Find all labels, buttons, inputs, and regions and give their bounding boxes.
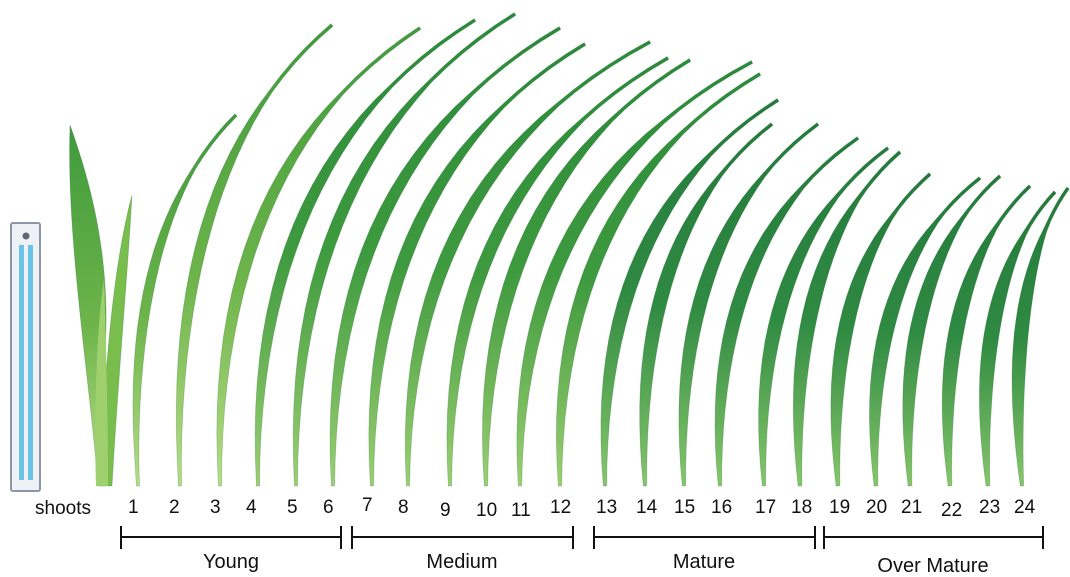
shoot-leaf-24 <box>1011 186 1070 487</box>
group-bracket-mature <box>593 526 816 549</box>
shoot-number-2: 2 <box>169 497 180 518</box>
group-bracket-young <box>120 526 342 549</box>
shoot-leaf-11 <box>516 60 754 487</box>
shoot-leaf-4 <box>254 18 477 487</box>
shoot-leaf-8 <box>404 40 652 487</box>
shoot-number-11: 11 <box>511 500 531 521</box>
shoot-number-23: 23 <box>979 497 1000 518</box>
group-bracket-medium <box>351 526 574 549</box>
shoot-number-1: 1 <box>128 497 139 518</box>
group-label-over-mature: Over Mature <box>877 555 988 577</box>
shoot-leaf-7 <box>368 42 587 487</box>
shoot-number-4: 4 <box>246 497 257 518</box>
shoot-leaf-16 <box>714 136 860 487</box>
shoot-number-5: 5 <box>287 497 298 518</box>
shoot-leaf-1 <box>132 113 238 487</box>
shoot-leaf-13 <box>600 98 780 487</box>
shoot-number-9: 9 <box>440 500 451 521</box>
shoot-number-14: 14 <box>636 497 658 518</box>
shoot-number-3: 3 <box>210 497 221 518</box>
shoot-leaf-18 <box>792 150 902 487</box>
row-label: shoots <box>35 498 91 519</box>
group-bracket-over-mature <box>823 526 1044 549</box>
group-label-medium: Medium <box>426 551 497 573</box>
shoot-number-row: 1 2 3 4 5 6 7 8 9 10 11 12 13 14 15 16 17 18 19 20 21 22 23 24 <box>128 495 1036 521</box>
shoot-number-19: 19 <box>829 497 850 518</box>
shoot-leaf-3 <box>216 26 422 487</box>
shoot-leaf-14 <box>639 122 774 487</box>
leaf-group <box>69 12 1070 487</box>
shoot-leaf-2 <box>175 23 334 487</box>
shoot-number-21: 21 <box>901 497 922 518</box>
shoot-leaf-21 <box>902 174 1002 487</box>
shoot-leaf-22 <box>941 184 1032 487</box>
shoot-leaf-20 <box>868 176 982 487</box>
shoot-number-6: 6 <box>323 497 334 518</box>
shoot-number-16: 16 <box>711 497 732 518</box>
shoot-leaf-6 <box>329 26 562 487</box>
shoot-number-20: 20 <box>866 497 887 518</box>
shoot-number-22: 22 <box>941 500 962 521</box>
shoot-number-17: 17 <box>755 497 776 518</box>
shoot-leaf-17 <box>758 146 890 487</box>
shoot-number-7: 7 <box>362 495 373 516</box>
shoot-number-12: 12 <box>550 497 571 518</box>
shoot-number-8: 8 <box>398 497 409 518</box>
shoot-leaf-10 <box>481 58 692 487</box>
shoot-leaf-12 <box>555 72 762 487</box>
shoot-number-24: 24 <box>1014 497 1036 518</box>
shoot-leaf-15 <box>678 122 820 487</box>
shoot-number-15: 15 <box>674 497 695 518</box>
group-label-mature: Mature <box>673 551 735 573</box>
group-label-young: Young <box>203 551 259 573</box>
shoot-leaf-5 <box>292 12 517 487</box>
sprout-shoot <box>69 124 133 487</box>
shoot-number-10: 10 <box>476 500 497 521</box>
shoot-number-18: 18 <box>791 497 812 518</box>
shoot-number-13: 13 <box>596 497 617 518</box>
shoot-leaf-19 <box>830 172 932 487</box>
shoot-leaf-23 <box>979 190 1057 487</box>
ruler-scale <box>10 222 41 492</box>
shoot-leaf-9 <box>446 56 670 487</box>
